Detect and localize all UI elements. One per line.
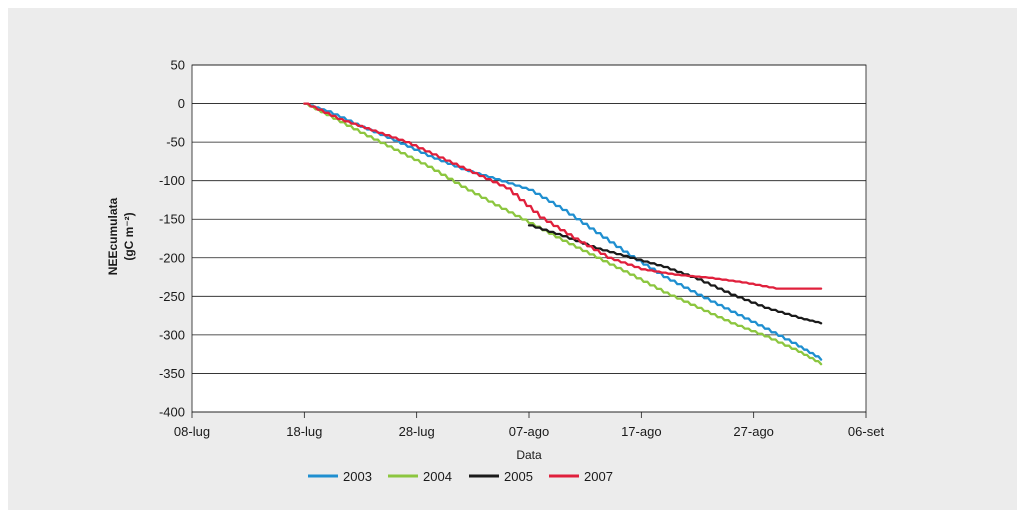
y-tick-label: 0 — [178, 96, 185, 111]
y-tick-label: 50 — [171, 58, 185, 73]
series-line-2007 — [303, 102, 823, 290]
y-axis-title: NEEcumulata — [106, 197, 120, 275]
y-tick-label: -50 — [166, 135, 185, 150]
legend-label: 2004 — [423, 469, 452, 484]
x-tick-label: 07-ago — [509, 424, 549, 439]
series-line-2004 — [303, 102, 823, 366]
y-axis-unit: (gC m⁻²) — [122, 212, 136, 260]
y-tick-label: -400 — [159, 405, 185, 420]
plot-area — [192, 65, 866, 412]
x-tick-label: 08-lug — [174, 424, 210, 439]
y-tick-label: -250 — [159, 289, 185, 304]
x-axis-title: Data — [516, 448, 542, 462]
x-tick-label: 06-set — [848, 424, 885, 439]
x-tick-label: 17-ago — [621, 424, 661, 439]
axis-layer: 50 0 -50 -100 -150 -200 -250 -300 -350 -400 08-lug… — [106, 58, 884, 463]
legend: 2003 2004 2005 2007 — [308, 469, 613, 484]
x-tick-label: 27-ago — [733, 424, 773, 439]
y-tick-label: -300 — [159, 327, 185, 342]
x-tick-label: 28-lug — [399, 424, 435, 439]
y-tick-label: -350 — [159, 366, 185, 381]
line-chart: 50 0 -50 -100 -150 -200 -250 -300 -350 -400 08-lug… — [106, 58, 884, 485]
grid-layer — [192, 64, 866, 413]
legend-label: 2007 — [584, 469, 613, 484]
series-line-2003 — [303, 102, 823, 361]
y-tick-label: -200 — [159, 250, 185, 265]
legend-label: 2003 — [343, 469, 372, 484]
legend-label: 2005 — [504, 469, 533, 484]
series-layer — [303, 102, 823, 366]
x-tick-label: 18-lug — [286, 424, 322, 439]
chart-panel: 50 0 -50 -100 -150 -200 -250 -300 -350 -400 08-lug… — [8, 8, 1017, 510]
y-tick-label: -150 — [159, 212, 185, 227]
y-tick-label: -100 — [159, 173, 185, 188]
